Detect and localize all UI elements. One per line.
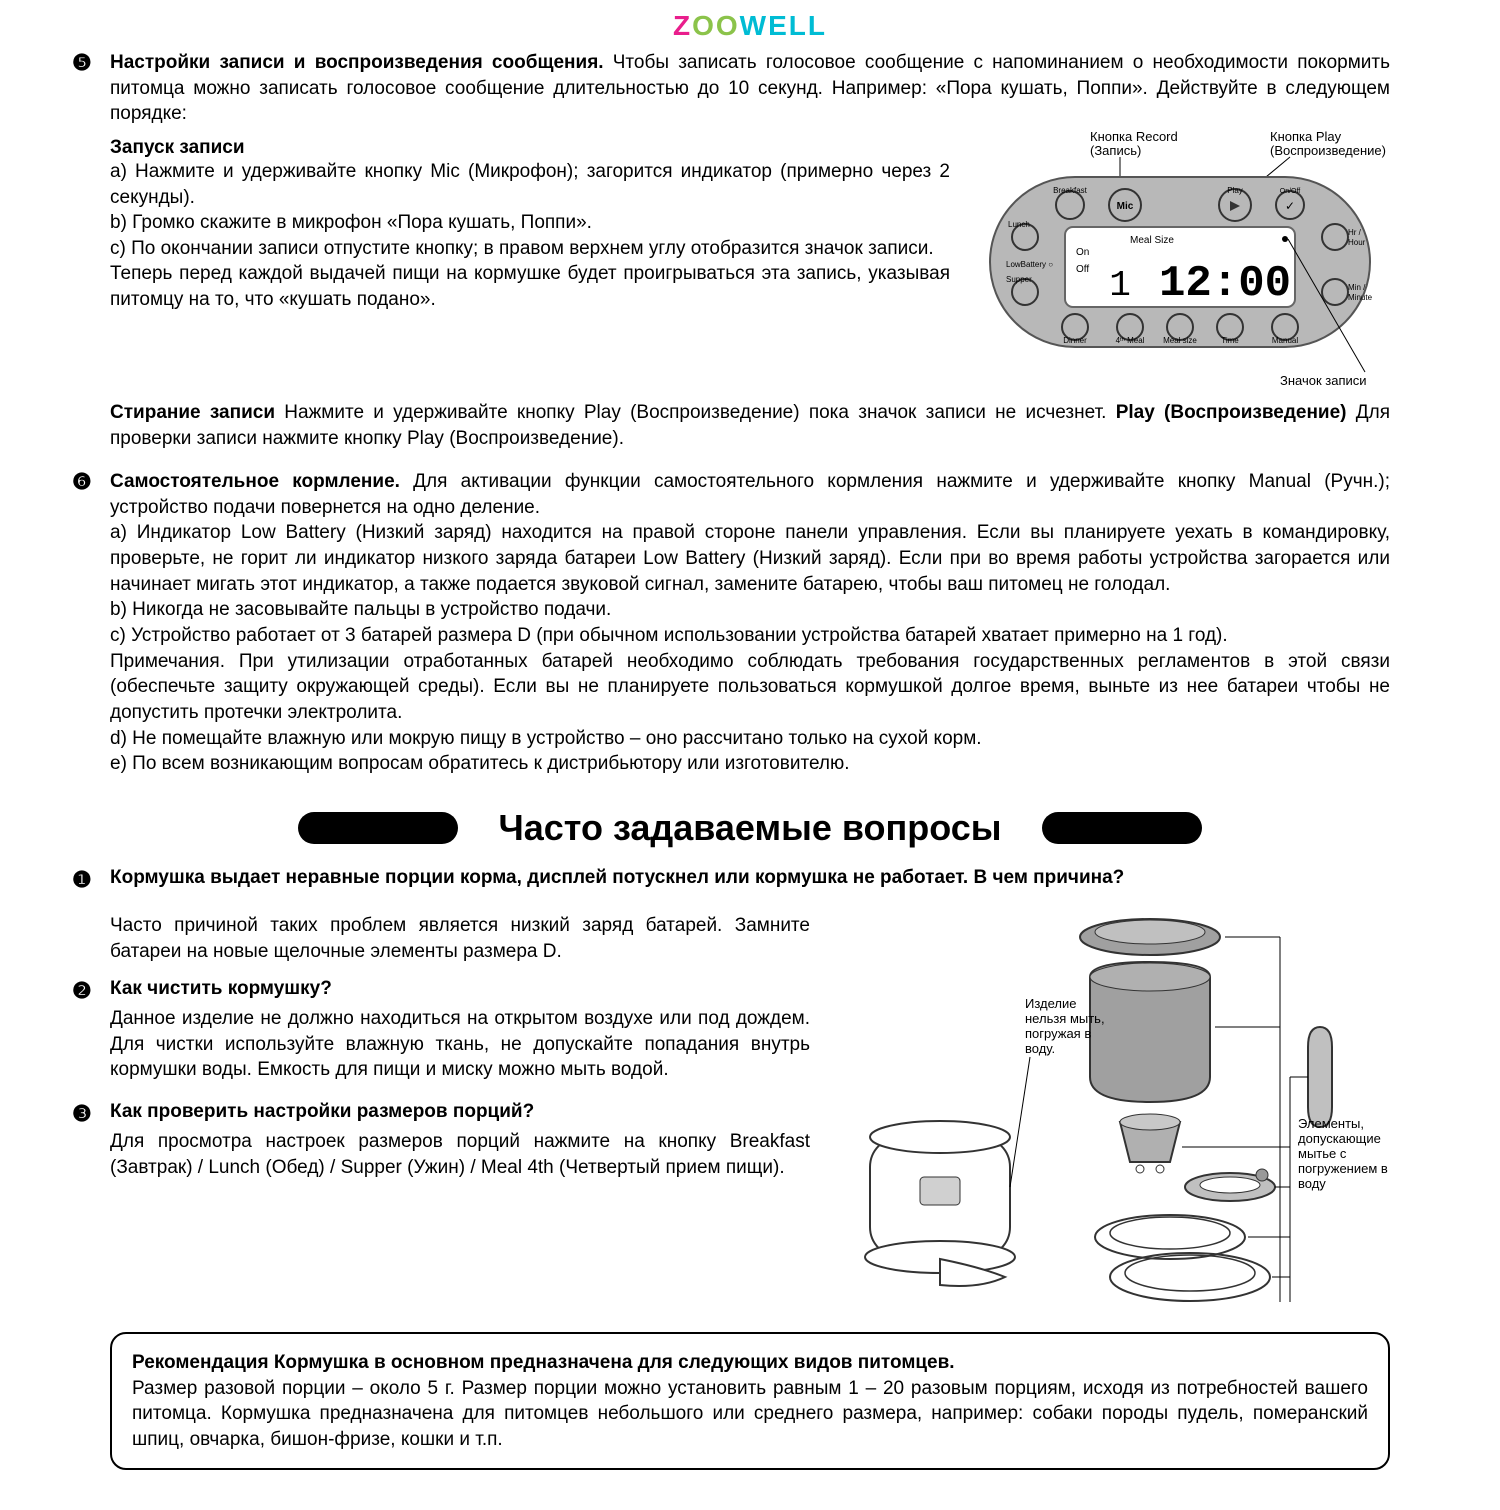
svg-text:Manual: Manual — [1272, 336, 1298, 345]
svg-text:Min /: Min / — [1348, 283, 1366, 292]
faq-bar-left — [298, 812, 458, 844]
s6-e: e) По всем возникающим вопросам обратите… — [110, 751, 1390, 777]
faq-bar-right — [1042, 812, 1202, 844]
device-panel-diagram: Кнопка Record(Запись) Кнопка Play(Воспро… — [970, 127, 1390, 392]
svg-text:✓: ✓ — [1285, 199, 1295, 213]
logo: ZOOWELL — [110, 10, 1390, 42]
section-6: ❻ Самостоятельное кормление. Для активац… — [110, 469, 1390, 777]
svg-text:Supper: Supper — [1006, 275, 1032, 284]
logo-part1: Z — [673, 10, 692, 41]
s5-start-title: Запуск записи — [110, 137, 950, 159]
s5-c: c) По окончании записи отпустите кнопку;… — [110, 236, 950, 262]
s6-c: c) Устройство работает от 3 батарей разм… — [110, 623, 1390, 649]
s5-erase-title: Стирание записи — [110, 402, 275, 423]
faq-a2: Данное изделие не должно находиться на о… — [110, 1006, 810, 1083]
faq-header: Часто задаваемые вопросы — [110, 807, 1390, 849]
svg-text:12:00: 12:00 — [1159, 259, 1291, 309]
faq-a3: Для просмотра настроек размеров порций н… — [110, 1129, 810, 1180]
svg-text:Hr /: Hr / — [1348, 228, 1362, 237]
s6-b: b) Никогда не засовывайте пальцы в устро… — [110, 597, 1390, 623]
bullet-q2: ❷ — [72, 978, 92, 1004]
bullet-q3: ❸ — [72, 1101, 92, 1127]
bullet-q1: ❶ — [72, 867, 92, 893]
svg-text:Meal size: Meal size — [1163, 336, 1197, 345]
bullet-5: ❺ — [72, 50, 92, 76]
svg-text:LowBattery ○: LowBattery ○ — [1006, 260, 1053, 269]
s5-a: a) Нажмите и удерживайте кнопку Mic (Мик… — [110, 159, 950, 210]
faq-q1-text: Кормушка выдает неравные порции корма, д… — [110, 867, 1390, 889]
s6-d: d) Не помещайте влажную или мокрую пищу … — [110, 726, 1390, 752]
svg-text:Meal Size: Meal Size — [1130, 235, 1174, 246]
bullet-6: ❻ — [72, 469, 92, 495]
rec-body: Размер разовой порции – около 5 г. Разме… — [132, 1376, 1368, 1453]
svg-text:4ᵗʰ Meal: 4ᵗʰ Meal — [1116, 336, 1145, 345]
svg-text:On/Off: On/Off — [1280, 188, 1301, 195]
faq-q3-text: Как проверить настройки размеров порций? — [110, 1101, 810, 1123]
s5-title: Настройки записи и воспроизведения сообщ… — [110, 52, 604, 73]
svg-text:Play: Play — [1227, 186, 1243, 195]
s5-play-title: Play (Воспроизведение) — [1116, 402, 1347, 423]
svg-text:Hour: Hour — [1348, 238, 1366, 247]
s5-erase-body: Нажмите и удерживайте кнопку Play (Воспр… — [275, 402, 1116, 423]
logo-part2: OO — [692, 10, 740, 41]
section-5: ❺ Настройки записи и воспроизведения соо… — [110, 50, 1390, 451]
svg-text:Lunch: Lunch — [1008, 220, 1030, 229]
faq-q1: ❶ Кормушка выдает неравные порции корма,… — [110, 867, 1390, 889]
s5-now: Теперь перед каждой выдачей пищи на корм… — [110, 261, 950, 312]
svg-text:Dinner: Dinner — [1063, 336, 1087, 345]
svg-text:Minute: Minute — [1348, 293, 1373, 302]
svg-text:Off: Off — [1076, 264, 1089, 275]
faq-exploded-diagram: Изделие нельзя мыть, погружая в воду. Эл… — [830, 907, 1390, 1312]
faq-q2-text: Как чистить кормушку? — [110, 978, 810, 1000]
svg-text:Time: Time — [1221, 336, 1239, 345]
logo-part3: WELL — [740, 10, 827, 41]
svg-text:On: On — [1076, 247, 1089, 258]
lbl-play: Кнопка Play(Воспроизведение) — [1270, 129, 1386, 158]
faq-q3: ❸ Как проверить настройки размеров порци… — [110, 1101, 810, 1180]
svg-text:1: 1 — [1109, 265, 1131, 306]
s5-b: b) Громко скажите в микрофон «Пора кушат… — [110, 210, 950, 236]
svg-text:Mic: Mic — [1117, 201, 1134, 212]
faq-title: Часто задаваемые вопросы — [498, 807, 1001, 849]
s6-a: a) Индикатор Low Battery (Низкий заряд) … — [110, 520, 1390, 597]
faq-a1: Часто причиной таких проблем является ни… — [110, 913, 810, 964]
svg-text:Breakfast: Breakfast — [1053, 186, 1088, 195]
s6-title: Самостоятельное кормление. — [110, 471, 400, 492]
recommendation-box: Рекомендация Кормушка в основном предназ… — [110, 1332, 1390, 1471]
rec-title: Рекомендация Кормушка в основном предназ… — [132, 1352, 955, 1373]
lbl-record: Кнопка Record(Запись) — [1090, 129, 1178, 158]
s6-note: Примечания. При утилизации отработанных … — [110, 649, 1390, 726]
lbl-rec-icon: Значок записи — [1280, 373, 1367, 387]
faq-q2: ❷ Как чистить кормушку? Данное изделие н… — [110, 978, 810, 1083]
